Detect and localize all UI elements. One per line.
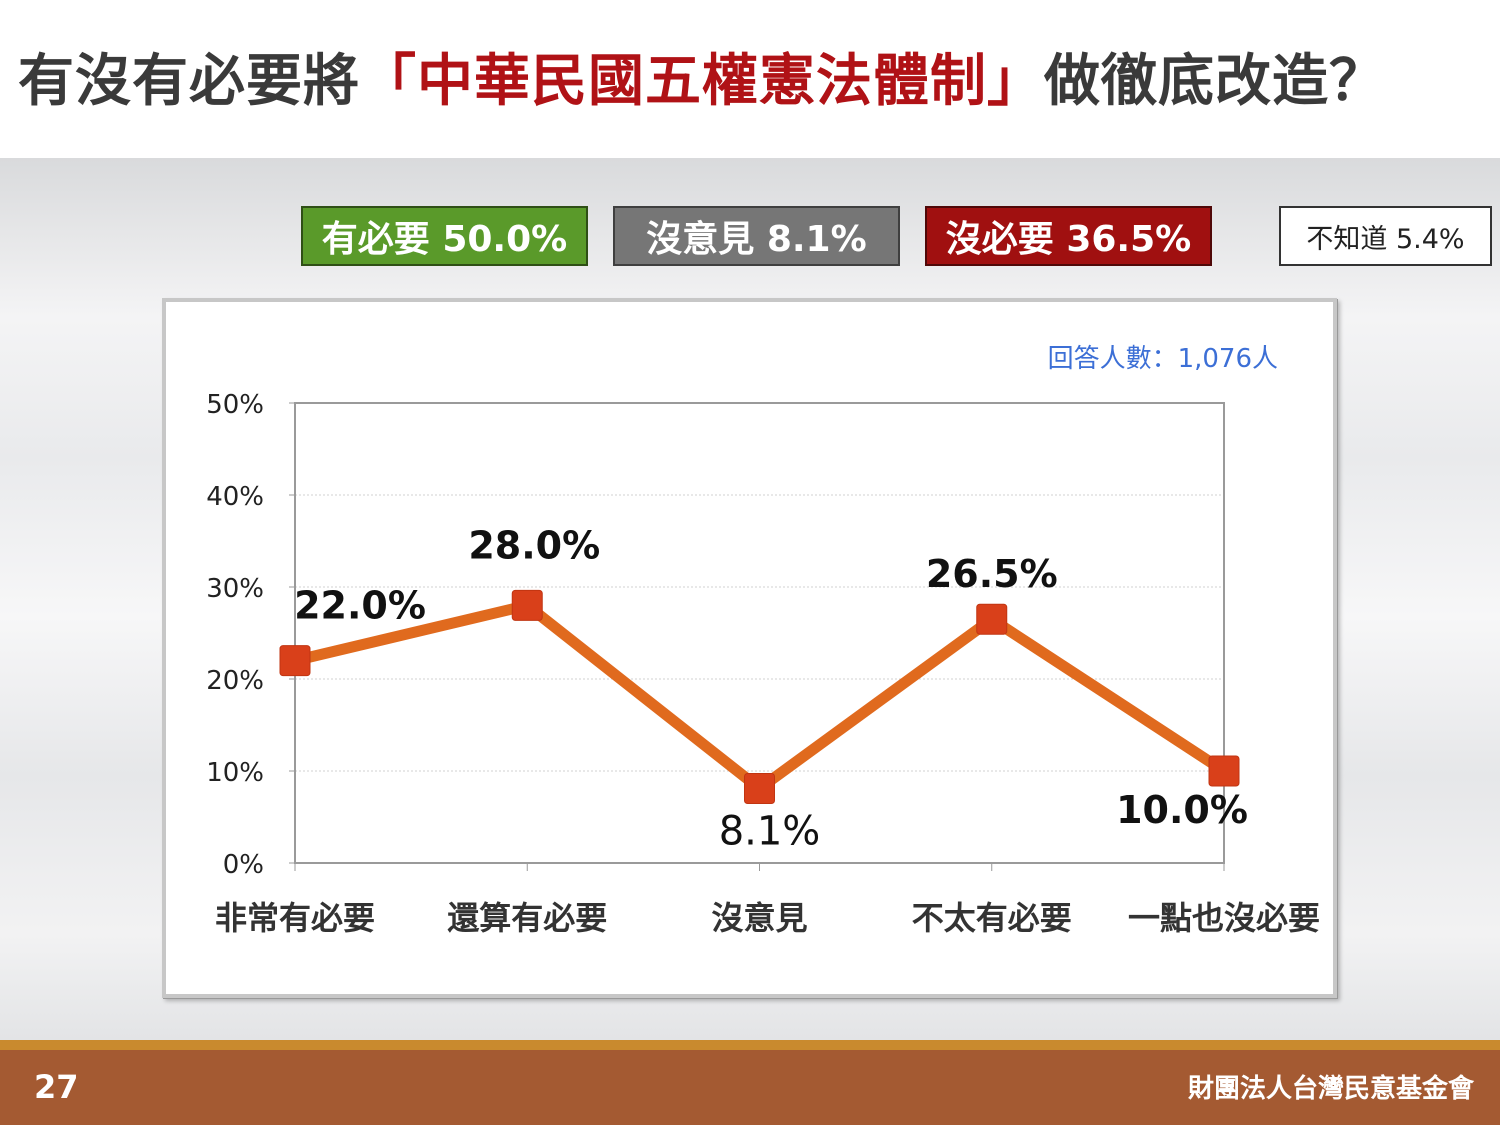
summary-necessary: 有必要 50.0% xyxy=(301,206,588,266)
data-point-marker xyxy=(511,589,543,621)
data-label: 10.0% xyxy=(1116,788,1248,832)
slide-header: 有沒有必要將「中華民國五權憲法體制」做徹底改造？ xyxy=(0,0,1500,158)
data-point-marker xyxy=(744,772,775,804)
y-tick-label: 10% xyxy=(206,758,264,788)
title-prefix: 有沒有必要將 xyxy=(18,49,360,114)
data-label: 22.0% xyxy=(294,584,426,628)
y-tick-label: 40% xyxy=(206,482,264,512)
y-tick-label: 0% xyxy=(223,850,264,880)
data-point-marker xyxy=(976,603,1008,635)
data-label: 26.5% xyxy=(926,552,1058,596)
footer-stripe xyxy=(0,1040,1500,1050)
data-point-marker xyxy=(279,645,311,677)
footer-bar xyxy=(0,1050,1500,1125)
y-tick-label: 20% xyxy=(206,666,264,696)
title-highlight: 「中華民國五權憲法體制」 xyxy=(360,49,1044,114)
series-line xyxy=(293,599,1228,796)
summary-dont-know: 不知道 5.4% xyxy=(1279,206,1492,266)
chart-panel: 0% 10% 20% 30% 40% 50% 非常有必要 還算有必要 沒意見 不太有必要 一點也沒必… xyxy=(162,298,1337,998)
data-label: 8.1% xyxy=(719,808,821,854)
x-category-label: 沒意見 xyxy=(711,899,807,937)
x-category-label: 非常有必要 xyxy=(215,899,375,937)
x-category-label: 一點也沒必要 xyxy=(1128,899,1320,937)
data-label: 28.0% xyxy=(468,523,600,567)
data-point-marker xyxy=(1208,755,1240,787)
x-category-label: 不太有必要 xyxy=(912,899,1072,937)
respondents-annotation: 回答人數：1,076人 xyxy=(1048,344,1278,374)
y-tick-label: 30% xyxy=(206,574,264,604)
summary-unnecessary: 沒必要 36.5% xyxy=(925,206,1212,266)
x-category-label: 還算有必要 xyxy=(447,899,607,937)
line-chart: 0% 10% 20% 30% 40% 50% 非常有必要 還算有必要 沒意見 不太有必要 一點也沒必… xyxy=(206,344,1320,937)
title-suffix: 做徹底改造？ xyxy=(1044,49,1386,114)
slide-title: 有沒有必要將「中華民國五權憲法體制」做徹底改造？ xyxy=(18,36,1386,117)
summary-no-opinion: 沒意見 8.1% xyxy=(613,206,900,266)
organization-name: 財團法人台灣民意基金會 xyxy=(1187,1074,1474,1104)
page-number: 27 xyxy=(34,1068,79,1106)
y-tick-label: 50% xyxy=(206,390,264,420)
